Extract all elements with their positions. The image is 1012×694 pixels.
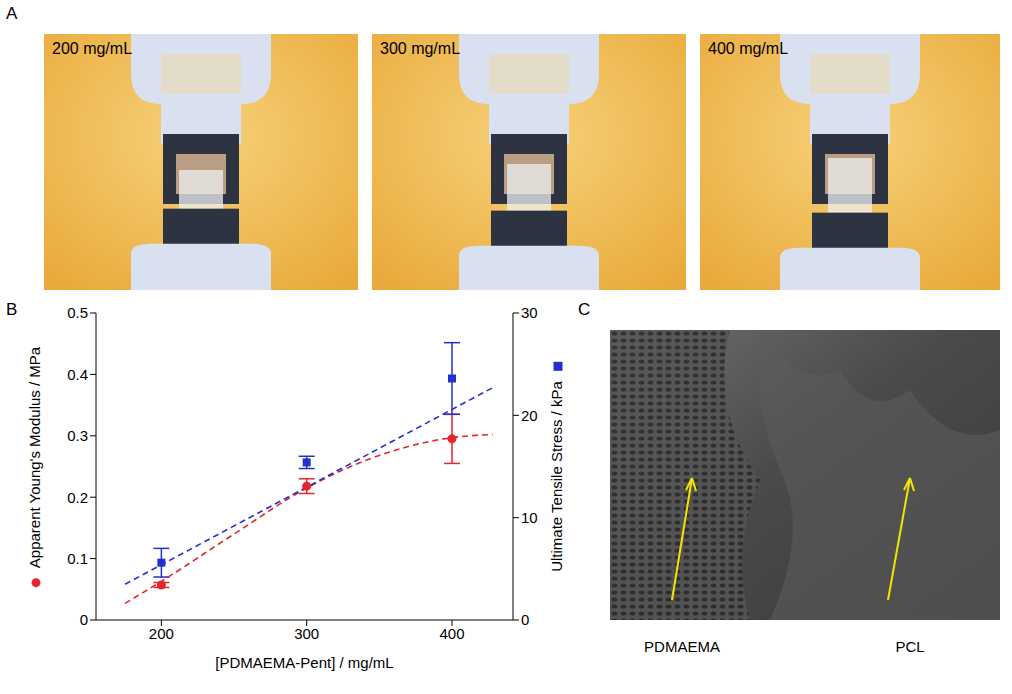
html-text:400 mg/mL: 400 mg/mL: [708, 40, 788, 57]
html-text:B: B: [6, 300, 18, 319]
svg-text:20: 20: [521, 407, 538, 424]
svg-text:0.3: 0.3: [67, 427, 88, 444]
html-text:PCL: PCL: [895, 638, 925, 655]
html-text:Apparent Young's Modulus / MPa: Apparent Young's Modulus / MPa: [25, 346, 43, 568]
html-text:Ultimate Tensile Stress / kPa: Ultimate Tensile Stress / kPa: [547, 380, 565, 572]
svg-text:0.1: 0.1: [67, 550, 88, 567]
html-text:PDMAEMA: PDMAEMA: [644, 638, 720, 655]
svg-text:30: 30: [521, 304, 538, 321]
html-text:C: C: [578, 300, 591, 319]
svg-text:0.2: 0.2: [67, 489, 88, 506]
svg-text:0: 0: [80, 611, 88, 628]
svg-text:400: 400: [439, 625, 464, 642]
html-text:[PDMAEMA-Pent] / mg/mL: [PDMAEMA-Pent] / mg/mL: [215, 654, 394, 671]
svg-text:0.5: 0.5: [67, 304, 88, 321]
html-text:300 mg/mL: 300 mg/mL: [380, 40, 460, 57]
svg-text:0: 0: [521, 611, 529, 628]
svg-text:0.4: 0.4: [67, 366, 88, 383]
svg-text:300: 300: [294, 625, 319, 642]
svg-text:10: 10: [521, 509, 538, 526]
html-text:A: A: [6, 4, 18, 23]
html-text:200 mg/mL: 200 mg/mL: [52, 40, 132, 57]
svg-text:200: 200: [149, 625, 174, 642]
